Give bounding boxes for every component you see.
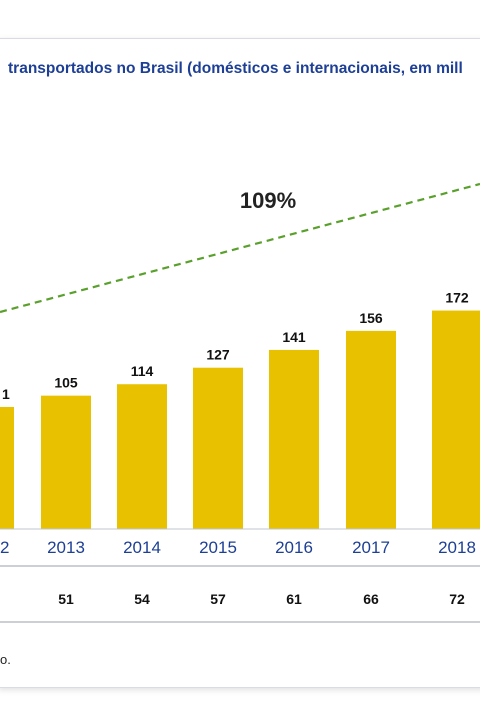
bar-2014 xyxy=(117,384,167,529)
bar-2016 xyxy=(269,349,319,529)
chart-card xyxy=(0,38,480,688)
secondary-value-2018: 72 xyxy=(449,591,465,607)
value-label-2013: 105 xyxy=(54,375,78,391)
value-label-2014: 114 xyxy=(131,363,154,379)
chart-title: transportados no Brasil (domésticos e in… xyxy=(8,60,463,77)
bar-2017 xyxy=(346,330,396,529)
year-label-2015: 2015 xyxy=(199,538,237,557)
year-label-2017: 2017 xyxy=(352,538,390,557)
year-label-2016: 2016 xyxy=(275,538,313,557)
secondary-value-2015: 57 xyxy=(210,591,226,607)
bar-2012 xyxy=(0,407,14,529)
year-label-2014: 2014 xyxy=(123,538,161,557)
bar-2013 xyxy=(41,395,91,529)
bar-2018 xyxy=(432,310,480,529)
secondary-value-2016: 61 xyxy=(286,591,302,607)
footnote: o. xyxy=(0,652,11,667)
value-label-2017: 156 xyxy=(359,310,383,326)
value-label-2016: 141 xyxy=(282,329,306,345)
growth-label: 109% xyxy=(240,188,296,213)
secondary-value-2017: 66 xyxy=(363,591,379,607)
value-label-2015: 127 xyxy=(206,347,230,363)
trend-line xyxy=(0,182,480,314)
secondary-value-2014: 54 xyxy=(134,591,150,607)
value-label-2012: 1 xyxy=(2,386,10,402)
year-label-2012: 2 xyxy=(0,538,9,557)
year-label-2013: 2013 xyxy=(47,538,85,557)
year-label-2018: 2018 xyxy=(438,538,476,557)
secondary-value-2013: 51 xyxy=(58,591,74,607)
value-label-2018: 172 xyxy=(445,290,469,306)
bar-2015 xyxy=(193,367,243,529)
